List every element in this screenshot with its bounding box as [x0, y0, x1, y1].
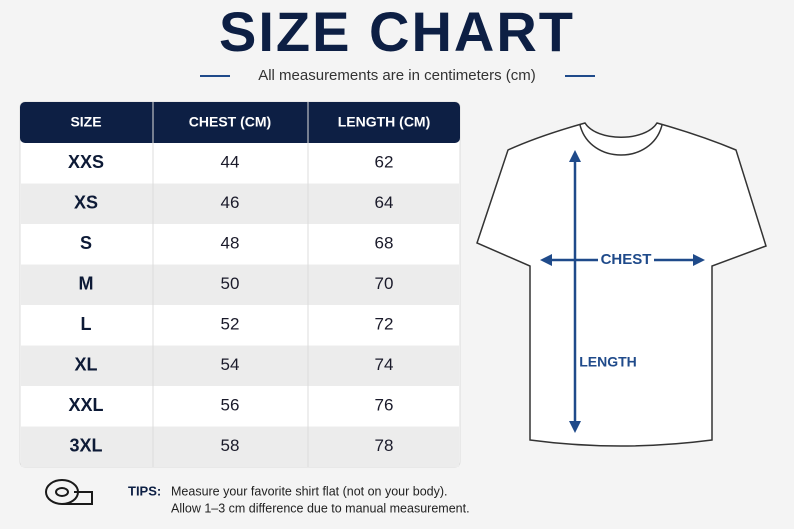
size-cell: M: [79, 274, 94, 294]
tape-center: [55, 487, 69, 497]
collar: [579, 124, 663, 156]
table-row: [21, 224, 459, 265]
label-bg: [598, 250, 654, 270]
title: SIZE CHART: [219, 0, 575, 63]
tape-icon: [45, 479, 93, 505]
measurement-cell: 48: [221, 234, 240, 253]
measurement-cell: 74: [375, 355, 394, 374]
measurement-cell: 46: [221, 193, 240, 212]
measurement-cell: 70: [375, 274, 394, 293]
size-cell: XS: [74, 193, 98, 213]
size-cell: XXL: [68, 395, 103, 415]
header-cell: CHEST (CM): [189, 114, 271, 130]
measurement-cell: 76: [375, 396, 394, 415]
length-label: LENGTH: [579, 354, 637, 370]
tips-label: TIPS:: [128, 483, 161, 498]
measurement-cell: 44: [221, 153, 240, 172]
tape-strip: [62, 491, 93, 505]
measurement-cell: 62: [375, 153, 394, 172]
tip-line: Measure your favorite shirt flat (not on…: [171, 484, 448, 498]
header-cell: SIZE: [70, 114, 101, 130]
tshirt-body: [476, 122, 767, 447]
size-cell: L: [81, 314, 92, 334]
measurement-cell: 78: [375, 436, 394, 455]
tip-line: Allow 1–3 cm difference due to manual me…: [171, 501, 470, 515]
chest-label: CHEST: [601, 251, 652, 268]
measurement-cell: 72: [375, 315, 394, 334]
measurement-cell: 68: [375, 234, 394, 253]
measurement-cell: 56: [221, 396, 240, 415]
size-cell: S: [80, 233, 92, 253]
measurement-cell: 50: [221, 274, 240, 293]
table-row: [21, 305, 459, 346]
measurement-cell: 54: [221, 355, 240, 374]
table-row: [21, 345, 459, 386]
tshirt-illustration: CHEST LENGTH: [476, 122, 767, 447]
table-header: [20, 102, 460, 143]
measurement-cell: 64: [375, 193, 394, 212]
size-table: SIZE CHEST (CM) LENGTH (CM) XXS 44 62 XS 46 64 S 4…: [19, 101, 461, 468]
measurement-cell: 58: [221, 436, 240, 455]
size-cell: XL: [74, 355, 97, 375]
size-cell: 3XL: [69, 436, 102, 456]
measurement-cell: 52: [221, 315, 240, 334]
table-row: [21, 426, 459, 467]
table-row: [21, 143, 459, 184]
size-cell: XXS: [68, 152, 104, 172]
table-row: [21, 264, 459, 305]
table-row: [21, 386, 459, 427]
table-row: [21, 183, 459, 224]
header-cell: LENGTH (CM): [338, 114, 431, 130]
subtitle: All measurements are in centimeters (cm): [258, 67, 536, 84]
